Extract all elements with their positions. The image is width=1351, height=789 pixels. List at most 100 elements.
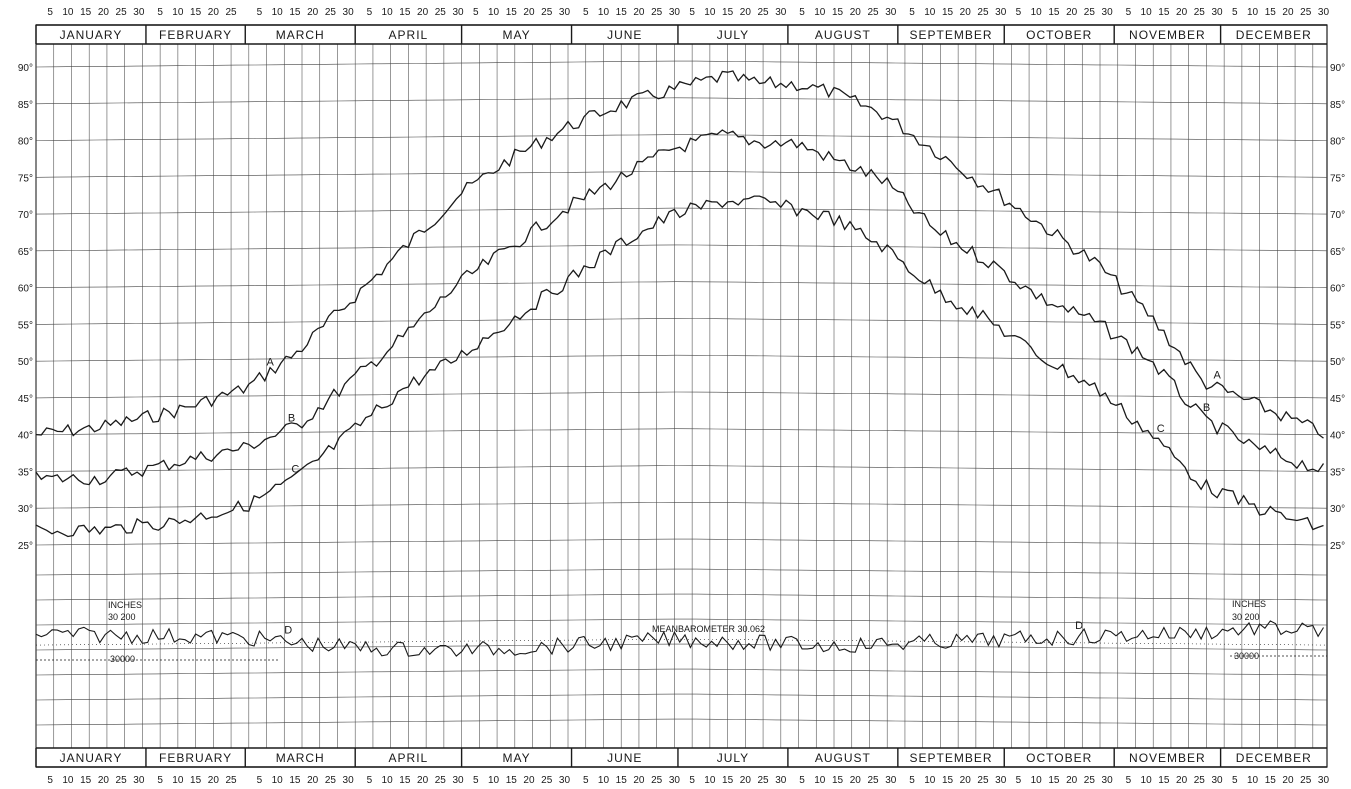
series-label-d: D — [1075, 620, 1083, 632]
month-label-top: OCTOBER — [1026, 28, 1092, 42]
month-label-top: SEPTEMBER — [910, 28, 993, 42]
y-axis-ticks: 25° 25° 30° 30° 35° 35° 40° 40° 45° 45° 50° 50° 55° 5… — [18, 63, 1345, 552]
day-tick-top: 30 — [1318, 7, 1330, 18]
grid-hline — [35, 171, 1328, 178]
day-tick-top: 5 — [909, 7, 915, 18]
day-tick-bottom: 10 — [814, 775, 826, 786]
grid-hline — [35, 718, 1328, 726]
month-bands: JANUARY FEBRUARY MARCH APRIL MAY JUNE JULY AUGU… — [35, 7, 1330, 786]
day-tick-top: 30 — [669, 7, 681, 18]
barometer-units-left: INCHES — [108, 600, 142, 610]
y-tick-right: 50° — [1330, 357, 1345, 368]
series-label-a: A — [267, 357, 275, 369]
grid-hline — [35, 618, 1328, 626]
day-tick-top: 5 — [257, 7, 263, 18]
y-tick-right: 25° — [1330, 541, 1345, 552]
day-tick-top: 30 — [995, 7, 1007, 18]
month-label-top: JUNE — [607, 28, 642, 42]
y-tick-right: 90° — [1330, 63, 1345, 74]
day-tick-bottom: 25 — [541, 775, 553, 786]
day-tick-bottom: 10 — [1141, 775, 1153, 786]
month-label-bottom: JANUARY — [60, 751, 123, 765]
day-tick-bottom: 20 — [307, 775, 319, 786]
day-tick-bottom: 5 — [689, 775, 695, 786]
day-tick-bottom: 10 — [1031, 775, 1043, 786]
y-tick-left: 90° — [18, 63, 33, 74]
month-label-top: NOVEMBER — [1129, 28, 1206, 42]
day-tick-top: 15 — [80, 7, 92, 18]
day-tick-bottom: 20 — [850, 775, 862, 786]
y-tick-right: 40° — [1330, 431, 1345, 442]
y-tick-left: 40° — [18, 431, 33, 442]
day-tick-top: 5 — [1232, 7, 1238, 18]
y-tick-left: 80° — [18, 137, 33, 148]
day-tick-top: 5 — [1016, 7, 1022, 18]
day-tick-bottom: 20 — [417, 775, 429, 786]
day-tick-top: 30 — [885, 7, 897, 18]
day-tick-bottom: 10 — [598, 775, 610, 786]
month-label-top: APRIL — [389, 28, 429, 42]
day-tick-bottom: 10 — [924, 775, 936, 786]
grid-hline — [35, 465, 1328, 472]
day-tick-top: 10 — [488, 7, 500, 18]
month-label-bottom: MAY — [503, 751, 531, 765]
month-label-bottom: NOVEMBER — [1129, 751, 1206, 765]
day-tick-bottom: 15 — [80, 775, 92, 786]
day-tick-bottom: 20 — [208, 775, 220, 786]
barometer-high-left: 30 200 — [108, 612, 136, 622]
day-tick-bottom: 25 — [325, 775, 337, 786]
grid-hline — [35, 428, 1328, 435]
month-label-bottom: OCTOBER — [1026, 751, 1092, 765]
month-label-bottom: FEBRUARY — [159, 751, 232, 765]
day-tick-top: 5 — [583, 7, 589, 18]
day-tick-top: 5 — [47, 7, 53, 18]
series-labels: A A B B C C D D — [267, 357, 1222, 637]
day-tick-top: 25 — [541, 7, 553, 18]
day-tick-bottom: 15 — [1048, 775, 1060, 786]
month-label-top: MARCH — [276, 28, 325, 42]
grid-hline — [35, 244, 1328, 252]
day-tick-bottom: 15 — [399, 775, 411, 786]
day-tick-top: 20 — [307, 7, 319, 18]
day-tick-top: 10 — [1247, 7, 1259, 18]
month-label-bottom: AUGUST — [815, 751, 871, 765]
day-tick-bottom: 25 — [116, 775, 128, 786]
day-tick-bottom: 15 — [289, 775, 301, 786]
day-tick-bottom: 5 — [473, 775, 479, 786]
series-lines — [35, 70, 1325, 657]
day-tick-top: 25 — [1300, 7, 1312, 18]
day-tick-top: 25 — [758, 7, 770, 18]
day-tick-top: 20 — [98, 7, 110, 18]
day-tick-top: 10 — [1141, 7, 1153, 18]
day-tick-bottom: 20 — [98, 775, 110, 786]
grid-hline — [35, 207, 1328, 215]
day-tick-bottom: 5 — [1232, 775, 1238, 786]
day-tick-top: 20 — [1282, 7, 1294, 18]
y-tick-left: 60° — [18, 284, 33, 295]
series-label-c: C — [291, 463, 299, 475]
day-tick-top: 10 — [924, 7, 936, 18]
day-tick-top: 10 — [382, 7, 394, 18]
day-tick-top: 30 — [559, 7, 571, 18]
y-tick-right: 70° — [1330, 210, 1345, 221]
day-tick-bottom: 30 — [1318, 775, 1330, 786]
day-tick-top: 15 — [942, 7, 954, 18]
day-tick-top: 25 — [1194, 7, 1206, 18]
day-tick-bottom: 25 — [867, 775, 879, 786]
month-label-top: MAY — [503, 28, 531, 42]
day-tick-bottom: 5 — [583, 775, 589, 786]
month-label-top: JULY — [717, 28, 749, 42]
grid-hline — [35, 134, 1328, 141]
day-tick-top: 15 — [1048, 7, 1060, 18]
day-tick-bottom: 30 — [775, 775, 787, 786]
day-tick-top: 30 — [133, 7, 145, 18]
mean-barometer-line — [35, 638, 1328, 646]
day-tick-bottom: 5 — [1126, 775, 1132, 786]
day-tick-top: 10 — [814, 7, 826, 18]
day-tick-bottom: 30 — [559, 775, 571, 786]
day-tick-bottom: 15 — [616, 775, 628, 786]
day-tick-top: 20 — [417, 7, 429, 18]
grid-hline — [35, 501, 1328, 509]
day-tick-bottom: 15 — [832, 775, 844, 786]
day-tick-bottom: 10 — [488, 775, 500, 786]
